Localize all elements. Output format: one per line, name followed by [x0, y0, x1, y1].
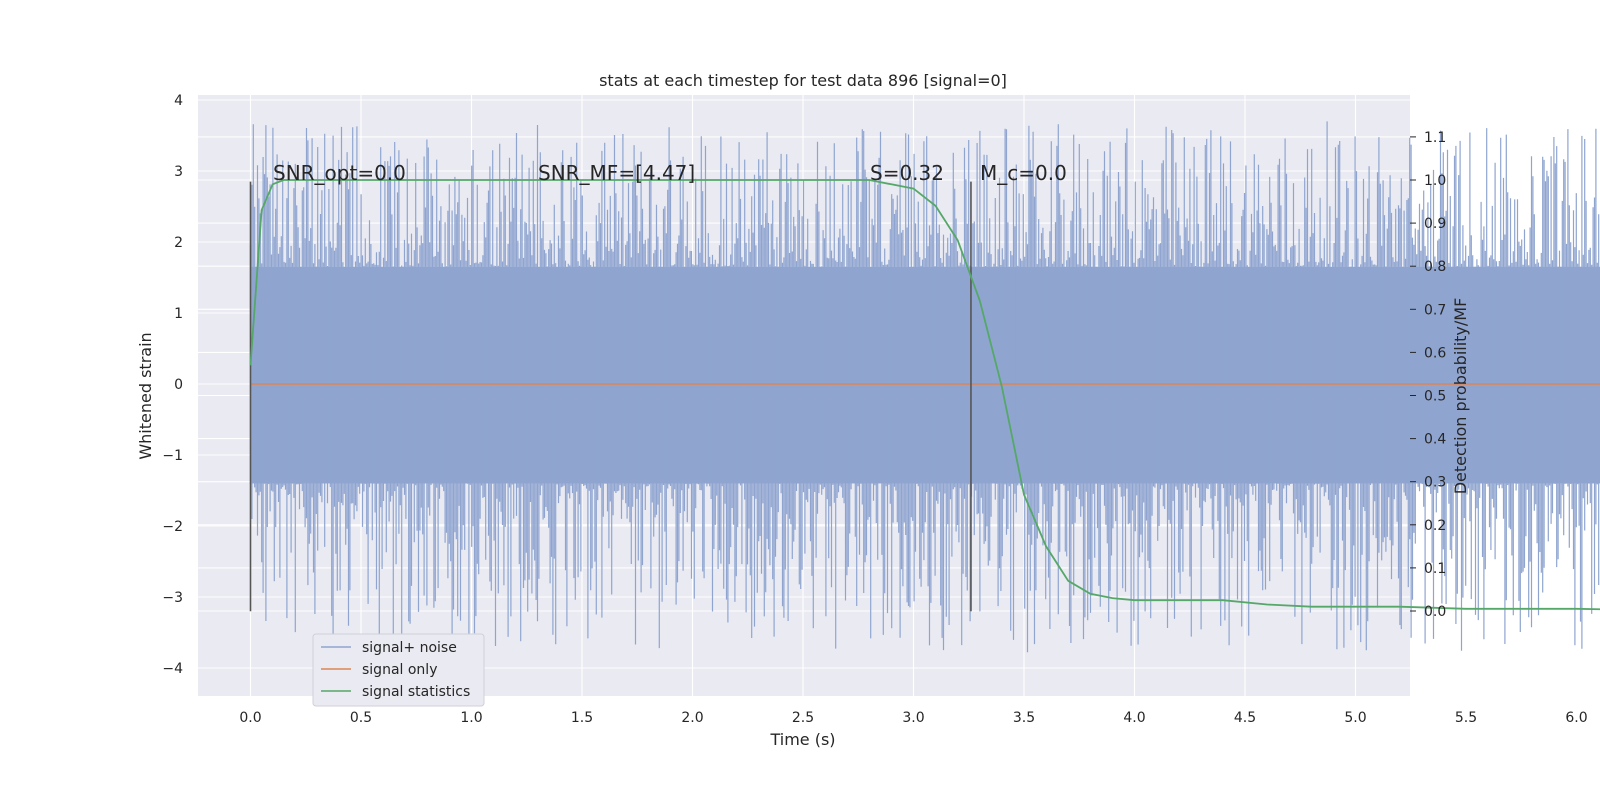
y-tick-label: −2 — [162, 519, 183, 535]
x-tick-label: 2.0 — [681, 710, 703, 726]
annotations: SNR_opt=0.0 SNR_MF=[4.47] S=0.32 M_c=0.0 — [273, 161, 1067, 185]
y-tick-label: −4 — [162, 661, 183, 677]
legend: signal+ noise signal only signal statist… — [312, 633, 485, 707]
y2-tick-label: 0.8 — [1424, 259, 1446, 275]
x-axis-label: Time (s) — [769, 730, 835, 749]
annotation-mc: M_c=0.0 — [980, 161, 1067, 185]
legend-box — [312, 633, 485, 707]
x-tick-label: 0.5 — [350, 710, 372, 726]
y-tick-label: 2 — [174, 235, 183, 251]
x-tick-label: 1.0 — [460, 710, 482, 726]
y-tick-label: −1 — [162, 448, 183, 464]
y2-axis-label: Detection probability/MF — [1451, 298, 1470, 495]
y2-tick-label: 0.9 — [1424, 216, 1446, 232]
signal-noise-series — [249, 121, 1600, 653]
y2-tick-labels: 1.1 1.0 0.9 0.8 0.7 0.6 0.5 0.4 0.3 0.2 0.1 0.0 — [1410, 130, 1446, 620]
annotation-snr-mf: SNR_MF=[4.47] — [538, 161, 695, 185]
legend-label-noise: signal+ noise — [362, 640, 457, 656]
legend-label-signal: signal only — [362, 662, 437, 678]
x-tick-label: 5.0 — [1344, 710, 1366, 726]
y-tick-label: 3 — [174, 164, 183, 180]
y-axis-label: Whitened strain — [136, 332, 155, 459]
y2-tick-label: 0.2 — [1424, 518, 1446, 534]
y2-tick-label: 0.1 — [1424, 561, 1446, 577]
y-tick-labels: 4 3 2 1 0 −1 −2 −3 −4 — [162, 93, 183, 677]
x-tick-label: 1.5 — [571, 710, 593, 726]
y2-tick-label: 0.6 — [1424, 345, 1446, 361]
chart-title: stats at each timestep for test data 896… — [599, 71, 1007, 90]
x-tick-label: 4.5 — [1234, 710, 1256, 726]
y2-tick-label: 0.0 — [1424, 604, 1446, 620]
x-tick-label: 4.0 — [1123, 710, 1145, 726]
annotation-s: S=0.32 — [870, 161, 944, 185]
y-tick-label: 1 — [174, 306, 183, 322]
y-tick-label: −3 — [162, 590, 183, 606]
x-tick-label: 2.5 — [792, 710, 814, 726]
x-tick-label: 3.5 — [1013, 710, 1035, 726]
y2-tick-label: 0.3 — [1424, 475, 1446, 491]
y2-tick-label: 1.0 — [1424, 173, 1446, 189]
x-tick-label: 0.0 — [239, 710, 261, 726]
y2-tick-label: 0.4 — [1424, 432, 1446, 448]
legend-label-statistics: signal statistics — [362, 684, 470, 700]
x-tick-label: 3.0 — [902, 710, 924, 726]
x-tick-labels: 0.00.51.01.52.02.53.03.54.04.55.05.56.06… — [239, 710, 1587, 726]
y-tick-label: 4 — [174, 93, 183, 109]
y2-tick-label: 1.1 — [1424, 130, 1446, 146]
y2-tick-label: 0.5 — [1424, 389, 1446, 405]
y2-tick-label: 0.7 — [1424, 302, 1446, 318]
signal-statistics-line — [249, 179, 1600, 611]
x-tick-label: 6.0 — [1565, 710, 1587, 726]
y-tick-label: 0 — [174, 377, 183, 393]
x-tick-label: 5.5 — [1455, 710, 1477, 726]
annotation-snr-opt: SNR_opt=0.0 — [273, 161, 406, 185]
marker-lines — [249, 181, 972, 612]
